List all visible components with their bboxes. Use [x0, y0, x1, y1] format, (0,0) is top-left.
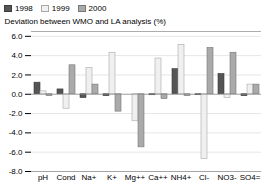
svg-text:-8.0: -8.0 [9, 167, 23, 176]
svg-text:Deviation between WMO and LA a: Deviation between WMO and LA analysis (%… [5, 17, 167, 26]
svg-text:Cl-: Cl- [199, 173, 210, 182]
svg-text:0.0: 0.0 [11, 90, 23, 99]
svg-text:Mg++: Mg++ [125, 173, 146, 182]
svg-text:Cond: Cond [56, 173, 75, 182]
svg-text:6.0: 6.0 [11, 32, 23, 41]
svg-text:Na+: Na+ [82, 173, 97, 182]
html-text:1999: 1999 [51, 4, 70, 13]
svg-text:4.0: 4.0 [11, 51, 23, 60]
svg-text:pH: pH [38, 173, 48, 182]
svg-text:K+: K+ [107, 173, 117, 182]
svg-text:-2.0: -2.0 [9, 109, 23, 118]
svg-text:NH4+: NH4+ [171, 173, 192, 182]
svg-text:-6.0: -6.0 [9, 148, 23, 157]
svg-text:NO3-: NO3- [217, 173, 236, 182]
svg-text:Ca++: Ca++ [148, 173, 168, 182]
svg-text:2.0: 2.0 [11, 71, 23, 80]
html-text:1998: 1998 [15, 4, 33, 13]
svg-text:SO4=: SO4= [240, 173, 261, 182]
svg-text:-4.0: -4.0 [9, 128, 23, 137]
html-text:2000: 2000 [88, 4, 107, 13]
